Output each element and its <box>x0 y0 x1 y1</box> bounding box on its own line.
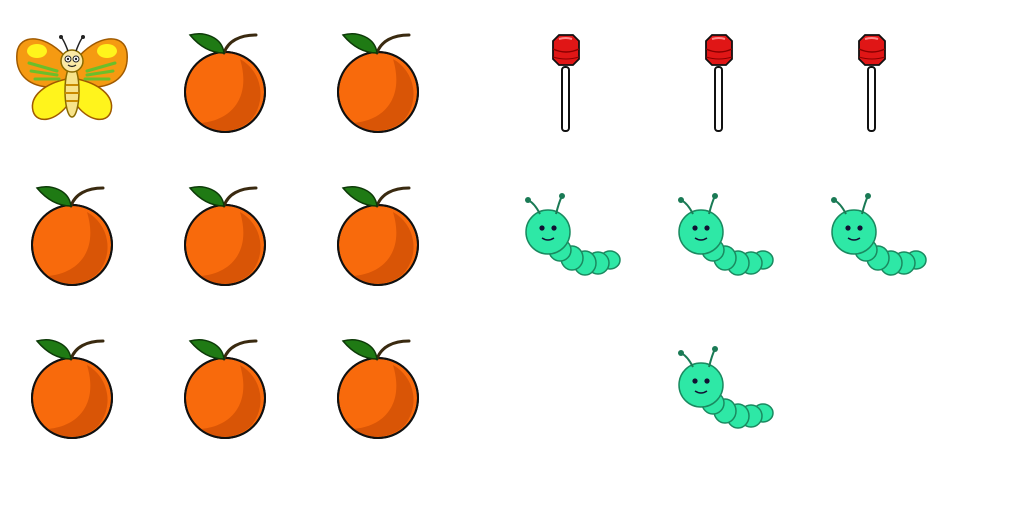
orange-icon <box>313 13 443 133</box>
lollipop-icon <box>653 13 783 133</box>
caterpillar-icon <box>500 166 630 286</box>
caterpillar-icon <box>653 319 783 439</box>
caterpillar-icon <box>806 166 936 286</box>
orange-icon <box>313 319 443 439</box>
orange-icon <box>160 13 290 133</box>
orange-icon <box>7 319 137 439</box>
orange-icon <box>313 166 443 286</box>
orange-icon <box>160 166 290 286</box>
orange-icon <box>7 166 137 286</box>
orange-icon <box>160 319 290 439</box>
butterfly-icon <box>7 13 137 133</box>
caterpillar-icon <box>653 166 783 286</box>
lollipop-icon <box>806 13 936 133</box>
lollipop-icon <box>500 13 630 133</box>
